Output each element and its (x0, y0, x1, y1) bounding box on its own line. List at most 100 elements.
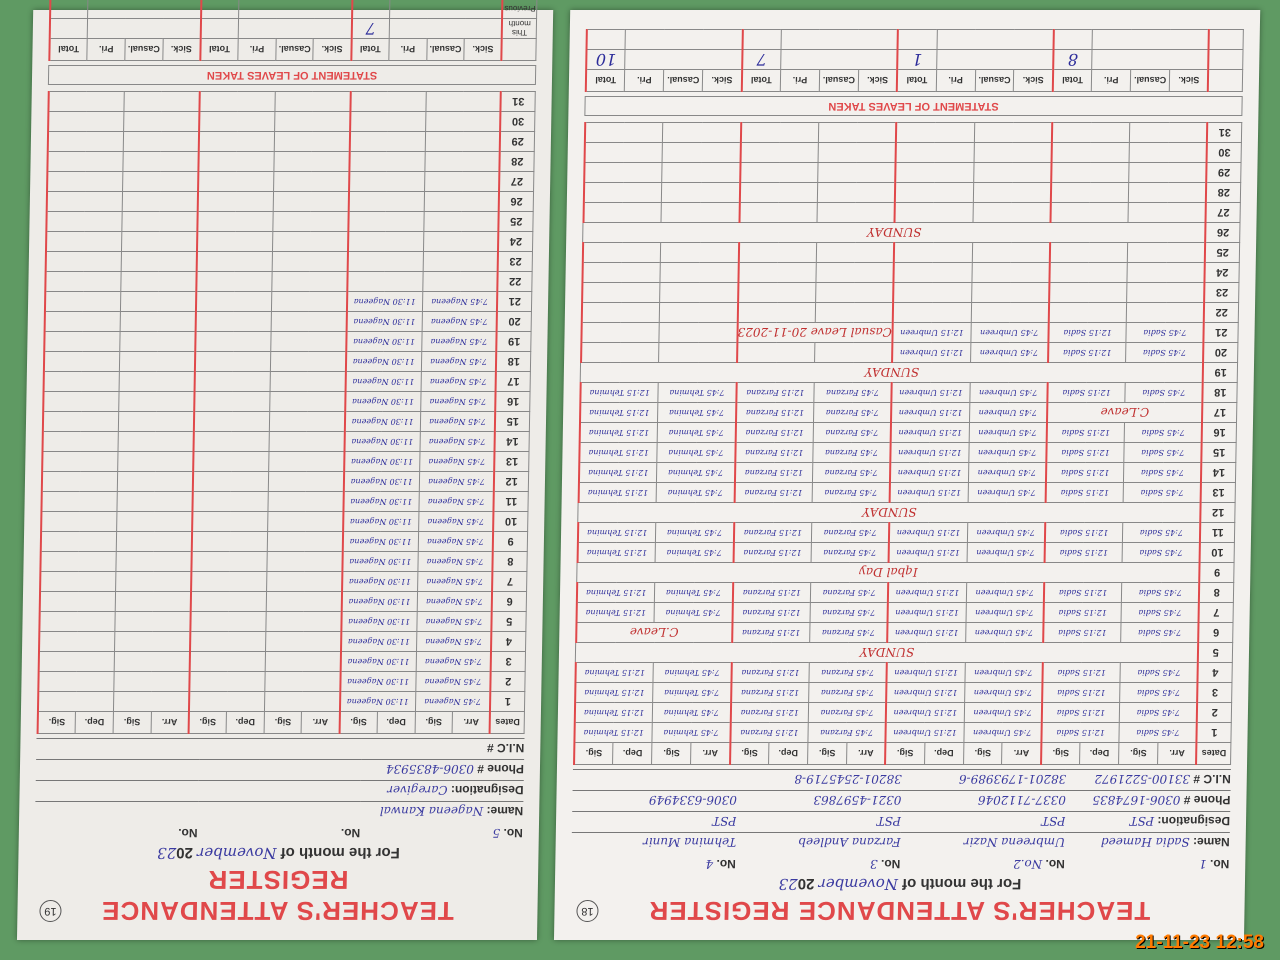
departure-cell: 11:30 Nageena (343, 471, 420, 492)
leave-column-header: Sick. (313, 38, 352, 61)
departure-cell: 12:15 Umbreen (890, 442, 969, 463)
departure-cell: 12:15 Farzana (730, 682, 809, 703)
departure-cell: 12:15 Umbreen (889, 482, 969, 503)
arrival-cell (264, 691, 340, 712)
arrival-cell: 7:45 Umbreen (969, 382, 1048, 403)
departure-cell (198, 151, 275, 172)
leave-note: C.Leave (1046, 402, 1203, 423)
teacher-name (197, 801, 361, 822)
departure-cell (193, 451, 269, 472)
date-cell: 27 (1205, 202, 1241, 223)
departure-cell (45, 251, 122, 272)
teacher-nic (198, 738, 362, 759)
arrival-cell (274, 131, 350, 152)
column-header: Sig. (339, 711, 378, 734)
date-cell: 22 (497, 271, 533, 292)
departure-cell: 12:15 Umbreen (890, 462, 969, 483)
date-cell: 10 (1200, 542, 1235, 563)
arrival-cell (817, 182, 896, 203)
arrival-cell (271, 251, 348, 272)
departure-cell: 12:15 Sadia (1043, 602, 1122, 623)
departure-cell: 12:15 Umbreen (889, 522, 968, 543)
teacher-name: Farzana Andleeb (735, 832, 901, 853)
departure-cell: 11:30 Nageena (341, 591, 418, 612)
departure-cell (42, 411, 119, 432)
departure-cell: 12:15 Sadia (1043, 582, 1122, 603)
column-header: Arr. (846, 742, 886, 765)
departure-cell (39, 631, 115, 652)
column-header: Sig. (1040, 742, 1081, 765)
departure-cell: 12:15 Tehmina (577, 522, 657, 543)
date-cell: 1 (1196, 722, 1232, 743)
leave-total-cell (200, 0, 239, 19)
arrival-cell (1127, 242, 1206, 263)
date-cell: 26 (499, 191, 534, 212)
arrival-cell: 7:45 Farzana (810, 582, 889, 603)
table-row: 7 7:45 Sadia 12:15 Sadia 7:45 Umbreen 12:15 … (576, 602, 1234, 623)
date-cell: 20 (497, 311, 532, 332)
table-row: 14 7:45 Sadia 12:15 Sadia 7:45 Umbreen 12:15… (578, 462, 1236, 483)
departure-cell: 12:15 Umbreen (891, 402, 970, 423)
departure-cell (46, 191, 123, 212)
attendance-table: Dates Arr. Sig. Dep. Sig. Arr. Sig. Dep. Sig. Arr… (37, 91, 536, 734)
page-18: 18 TEACHER'S ATTENDANCE REGISTER For the… (553, 10, 1261, 940)
teacher-nic: 38201-2545719-8 (737, 769, 902, 790)
leave-total-cell (1053, 29, 1093, 50)
departure-cell: 11:30 Nageena (342, 551, 418, 572)
date-cell: 16 (495, 391, 531, 412)
table-row: 10 7:45 Sadia 12:15 Sadia 7:45 Umbreen 12:15… (577, 542, 1235, 563)
departure-cell: 12:15 Farzana (735, 422, 814, 443)
table-row: 4 7:45 Nageena 11:30 Nageena (39, 631, 526, 652)
date-cell: 12 (494, 471, 529, 492)
departure-cell (194, 391, 270, 412)
arrival-cell: 7:45 Tehmina (652, 682, 732, 703)
arrival-cell: 7:45 Umbreen (965, 622, 1044, 643)
arrival-cell: 7:45 Sadia (1123, 482, 1202, 503)
table-row: 24 (45, 231, 533, 252)
departure-cell (197, 211, 273, 232)
teacher-designation: PST (900, 811, 1066, 832)
arrival-cell: 7:45 Tehmina (655, 542, 734, 563)
departure-cell (581, 322, 660, 343)
arrival-cell: 7:45 Nageena (415, 691, 491, 712)
column-header: Dep. (75, 711, 114, 734)
arrival-cell: 7:45 Farzana (808, 702, 887, 723)
departure-cell: 12:15 Farzana (734, 482, 813, 503)
arrival-cell: 7:45 Nageena (416, 631, 492, 652)
leave-row-label (1208, 49, 1244, 70)
departure-cell: 12:15 Sadia (1041, 682, 1121, 703)
departure-cell: 11:30 Nageena (344, 391, 421, 412)
arrival-cell: 7:45 Sadia (1122, 542, 1201, 563)
departure-cell: 12:15 Farzana (730, 702, 809, 723)
leave-total-cell (49, 18, 88, 39)
departure-cell (47, 171, 123, 192)
departure-cell: 12:15 Tehmina (576, 602, 655, 623)
arrival-cell: 7:45 Sadia (1122, 522, 1201, 543)
departure-cell (38, 651, 115, 672)
leave-column-header: Casual. (426, 38, 465, 61)
column-header: Arr. (150, 711, 189, 734)
departure-cell: 12:15 Sadia (1048, 322, 1127, 343)
arrival-cell: 7:45 Umbreen (964, 662, 1043, 683)
departure-cell: 11:30 Nageena (339, 671, 416, 692)
table-row: 18 7:45 Sadia 12:15 Sadia 7:45 Umbreen 12:15… (580, 382, 1238, 403)
column-header: Sig. (414, 711, 453, 734)
table-row: 20 7:45 Nageena 11:30 Nageena (44, 311, 532, 332)
table-row: 17 C.Leave 7:45 Umbreen 12:15 Umbreen 7:45 F… (580, 402, 1237, 423)
arrival-cell: 7:45 Umbreen (969, 402, 1048, 423)
column-header: Sig. (963, 742, 1003, 765)
departure-cell: 11:30 Nageena (346, 291, 423, 312)
arrival-cell: 7:45 Farzana (808, 682, 887, 703)
arrival-cell (121, 231, 198, 252)
teacher-designation: Designation: PST (1065, 811, 1231, 832)
table-row: 5 SUNDAY (575, 642, 1233, 663)
holiday-row: Iqbal Day (577, 562, 1201, 583)
arrival-cell: 7:45 Farzana (807, 722, 887, 743)
arrival-cell: 7:45 Sadia (1123, 462, 1202, 483)
leave-column-header: Casual. (819, 69, 859, 92)
departure-cell (739, 202, 818, 223)
table-row: 27 (583, 202, 1241, 223)
date-cell: 17 (1202, 402, 1237, 423)
table-row: 1 7:45 Nageena 11:30 Nageena (37, 691, 525, 712)
